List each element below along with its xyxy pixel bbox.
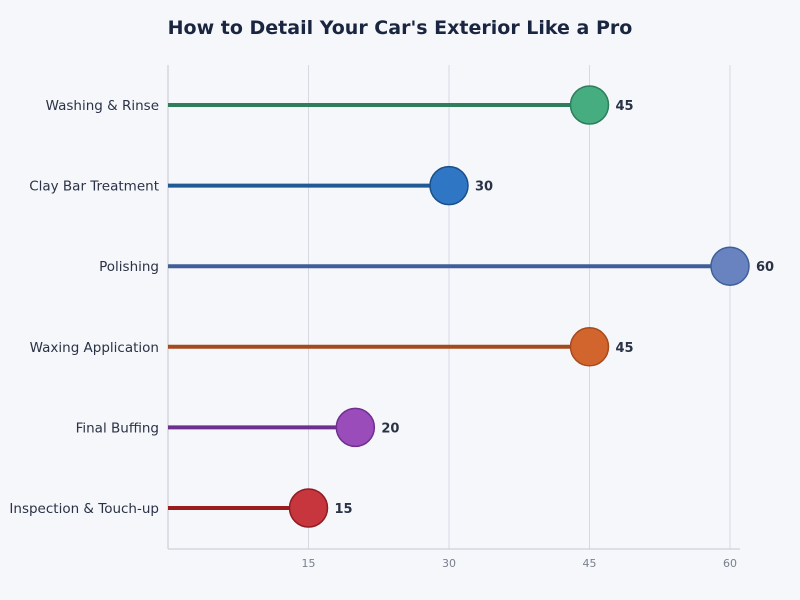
lollipop-marker [569, 327, 610, 367]
data-label: 60 [756, 260, 774, 275]
data-label: 30 [475, 180, 493, 195]
category-label: Final Buffing [76, 420, 159, 436]
x-tick-label: 45 [583, 557, 597, 570]
lollipop-marker [335, 407, 376, 448]
lollipop-marker [710, 246, 750, 286]
category-label: Washing & Rinse [46, 98, 159, 114]
chart-title: How to Detail Your Car's Exterior Like a… [168, 17, 633, 39]
lollipop-marker [569, 85, 610, 125]
category-label: Polishing [99, 259, 159, 275]
category-label: Waxing Application [30, 340, 159, 356]
marks: 45 30 60 45 20 15 [168, 85, 774, 528]
x-tick-label: 15 [302, 557, 316, 570]
grid [308, 65, 731, 549]
lollipop-marker [429, 165, 469, 206]
category-label: Inspection & Touch-up [9, 501, 159, 517]
data-label: 20 [381, 421, 399, 436]
x-tick-label: 30 [442, 557, 456, 570]
axes: 15 30 45 60 Washing & Rinse Clay Bar Treatmen… [9, 65, 740, 570]
category-label: Clay Bar Treatment [29, 179, 159, 195]
data-label: 45 [616, 99, 634, 114]
x-tick-label: 60 [723, 557, 737, 570]
data-label: 45 [616, 341, 634, 356]
lollipop-marker [288, 488, 329, 528]
data-label: 15 [335, 502, 353, 517]
